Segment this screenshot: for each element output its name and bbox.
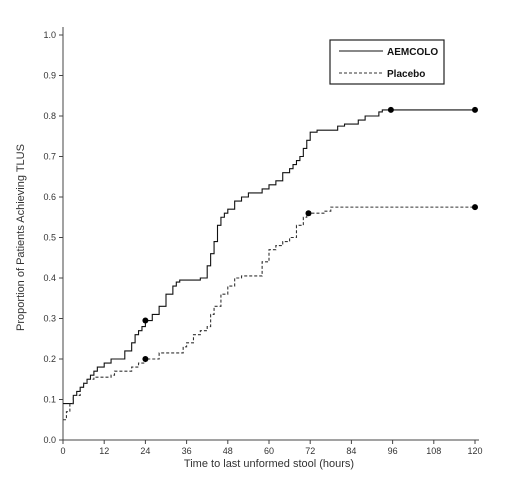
- y-tick-label: 0.9: [43, 71, 56, 81]
- x-tick-label: 60: [264, 446, 274, 456]
- x-tick-label: 36: [182, 446, 192, 456]
- series-aemcolo: [63, 106, 478, 405]
- series-line-placebo: [63, 206, 475, 421]
- x-tick-label: 120: [467, 446, 482, 456]
- x-tick-label: 108: [426, 446, 441, 456]
- y-tick-label: 0.7: [43, 152, 56, 162]
- axes: 0 12 24 36 48 60 72 84 96 108 120 0.0 0.1 0.2 0.3 0.4 0.…: [15, 27, 483, 470]
- y-axis-title: Proportion of Patients Achieving TLUS: [15, 144, 27, 331]
- x-tick-label: 96: [388, 446, 398, 456]
- legend-box: [329, 39, 445, 85]
- y-tick-label: 0.4: [43, 273, 56, 283]
- censor-marker: [387, 106, 394, 113]
- x-tick-label: 84: [346, 446, 356, 456]
- censor-marker: [142, 317, 149, 324]
- censor-marker: [142, 356, 149, 362]
- y-tick-label: 0.5: [43, 233, 56, 243]
- y-tick-label: 0.6: [43, 192, 56, 202]
- y-tick-label: 0.3: [43, 314, 56, 324]
- censor-marker: [305, 210, 312, 217]
- series-placebo: [63, 204, 478, 421]
- censor-marker: [472, 106, 478, 113]
- x-axis-title: Time to last unformed stool (hours): [184, 458, 354, 470]
- x-tick-label: 48: [223, 446, 233, 456]
- y-tick-label: 0.0: [43, 435, 56, 445]
- legend-label-aemcolo: AEMCOLO: [387, 47, 438, 58]
- series-line-aemcolo: [63, 109, 475, 405]
- x-tick-label: 12: [99, 446, 109, 456]
- y-tick-label: 0.2: [43, 354, 56, 364]
- y-tick-label: 1.0: [43, 30, 56, 40]
- x-tick-label: 72: [305, 446, 315, 456]
- legend-label-placebo: Placebo: [387, 69, 425, 80]
- censor-marker: [472, 204, 478, 211]
- y-tick-label: 0.8: [43, 111, 56, 121]
- series-layer: [63, 106, 478, 421]
- legend: AEMCOLO Placebo: [329, 39, 445, 85]
- x-tick-label: 0: [60, 446, 65, 456]
- y-tick-label: 0.1: [43, 395, 56, 405]
- x-tick-label: 24: [140, 446, 150, 456]
